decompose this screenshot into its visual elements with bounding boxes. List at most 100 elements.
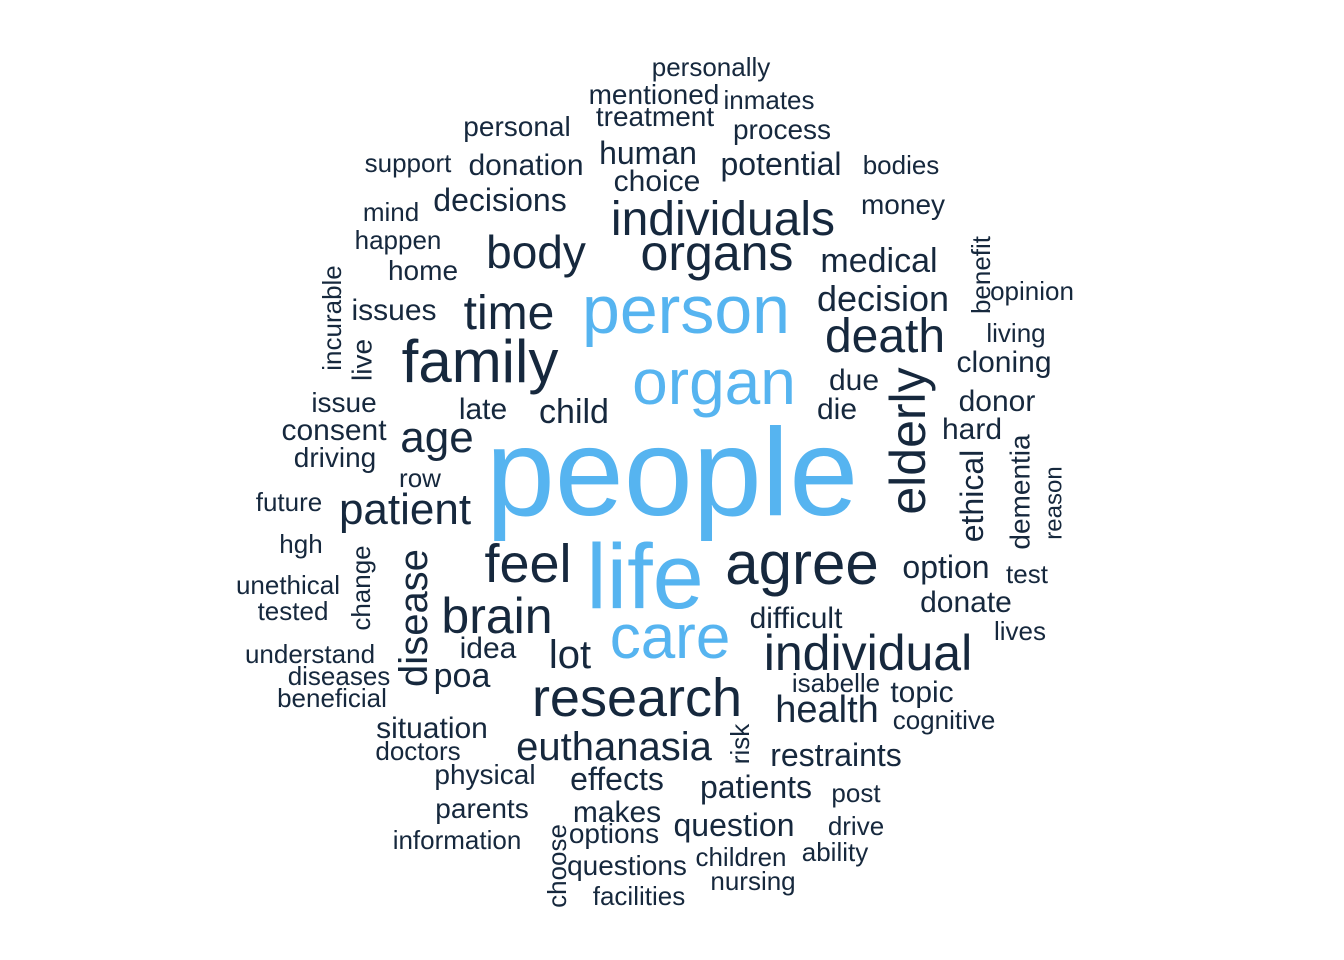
word-individuals: individuals: [611, 193, 835, 246]
word-late: late: [459, 393, 507, 426]
word-euthanasia: euthanasia: [516, 725, 712, 769]
word-lot: lot: [549, 633, 591, 677]
word-topic: topic: [890, 676, 953, 709]
word-lives: lives: [994, 616, 1046, 646]
word-donation: donation: [468, 149, 583, 182]
word-cloning: cloning: [956, 346, 1051, 379]
word-personally: personally: [652, 52, 771, 82]
word-cognitive: cognitive: [893, 705, 996, 735]
word-mentioned: mentioned: [589, 79, 720, 110]
word-makes: makes: [573, 796, 661, 829]
word-human: human: [599, 135, 697, 171]
word-bodies: bodies: [863, 150, 940, 180]
word-ability: ability: [802, 837, 868, 867]
word-restraints: restraints: [770, 737, 902, 773]
word-organ: organ: [632, 346, 796, 418]
word-dementia: dementia: [1005, 434, 1036, 550]
word-patient: patient: [339, 485, 471, 534]
word-health: health: [775, 689, 879, 731]
word-effects: effects: [570, 761, 664, 797]
word-hgh: hgh: [279, 529, 322, 559]
word-choice: choice: [614, 165, 701, 198]
word-living: living: [986, 318, 1045, 348]
word-time: time: [464, 287, 555, 340]
word-nursing: nursing: [710, 866, 795, 896]
word-questions: questions: [567, 850, 687, 881]
word-medical: medical: [820, 242, 937, 280]
word-tested: tested: [258, 596, 329, 626]
word-drive: drive: [828, 811, 884, 841]
word-potential: potential: [721, 146, 842, 182]
word-issue: issue: [311, 387, 376, 418]
word-change: change: [346, 545, 376, 630]
word-treatment: treatment: [596, 101, 714, 132]
word-option: option: [902, 549, 989, 585]
word-research: research: [532, 668, 742, 728]
word-row: row: [399, 463, 441, 493]
word-family: family: [402, 328, 559, 395]
word-poa: poa: [434, 657, 491, 695]
word-idea: idea: [460, 632, 517, 665]
word-choose: choose: [542, 824, 572, 908]
word-doctors: doctors: [375, 736, 460, 766]
word-age: age: [400, 413, 473, 462]
word-death: death: [825, 310, 945, 363]
word-happen: happen: [355, 225, 442, 255]
word-hard: hard: [942, 413, 1002, 446]
word-future: future: [256, 487, 323, 517]
word-die: die: [817, 393, 857, 426]
word-decisions: decisions: [433, 182, 566, 218]
word-home: home: [388, 255, 458, 286]
word-situation: situation: [376, 712, 488, 745]
word-question: question: [674, 807, 795, 843]
word-live: live: [347, 339, 378, 381]
word-personal: personal: [463, 111, 570, 142]
word-physical: physical: [434, 759, 535, 790]
word-risk: risk: [725, 723, 755, 764]
word-post: post: [831, 778, 881, 808]
word-difficult: difficult: [750, 602, 843, 635]
word-donate: donate: [920, 586, 1012, 619]
word-inmates: inmates: [723, 85, 814, 115]
word-facilities: facilities: [593, 881, 685, 911]
word-patients: patients: [700, 769, 812, 805]
word-individual: individual: [764, 625, 972, 681]
word-unethical: unethical: [236, 570, 340, 600]
word-life: life: [586, 526, 704, 628]
word-person: person: [582, 272, 790, 348]
word-options: options: [569, 818, 659, 849]
word-benefit: benefit: [966, 235, 996, 314]
word-money: money: [861, 189, 945, 220]
word-reason: reason: [1041, 466, 1068, 539]
word-decision: decision: [817, 278, 949, 319]
word-information: information: [393, 825, 522, 855]
word-test: test: [1006, 559, 1049, 589]
word-support: support: [365, 148, 452, 178]
word-body: body: [486, 226, 586, 278]
word-child: child: [539, 393, 609, 431]
word-issues: issues: [351, 294, 436, 327]
word-disease: disease: [392, 549, 436, 687]
word-agree: agree: [725, 530, 878, 597]
word-consent: consent: [281, 414, 387, 447]
word-driving: driving: [294, 442, 376, 473]
word-organs: organs: [641, 225, 794, 281]
word-process: process: [733, 114, 831, 145]
word-ethical: ethical: [954, 450, 990, 543]
word-isabelle: isabelle: [792, 668, 880, 698]
word-due: due: [829, 364, 879, 397]
word-donor: donor: [959, 385, 1036, 418]
word-understand: understand: [245, 639, 375, 669]
word-people: people: [486, 404, 858, 542]
word-beneficial: beneficial: [277, 683, 387, 713]
word-children: children: [695, 842, 786, 872]
word-opinion: opinion: [990, 276, 1074, 306]
word-brain: brain: [441, 588, 552, 644]
word-diseases: diseases: [288, 661, 391, 691]
word-feel: feel: [484, 534, 571, 594]
word-parents: parents: [435, 793, 528, 824]
word-elderly: elderly: [880, 367, 936, 514]
word-incurable: incurable: [317, 265, 347, 371]
word-care: care: [610, 603, 731, 672]
